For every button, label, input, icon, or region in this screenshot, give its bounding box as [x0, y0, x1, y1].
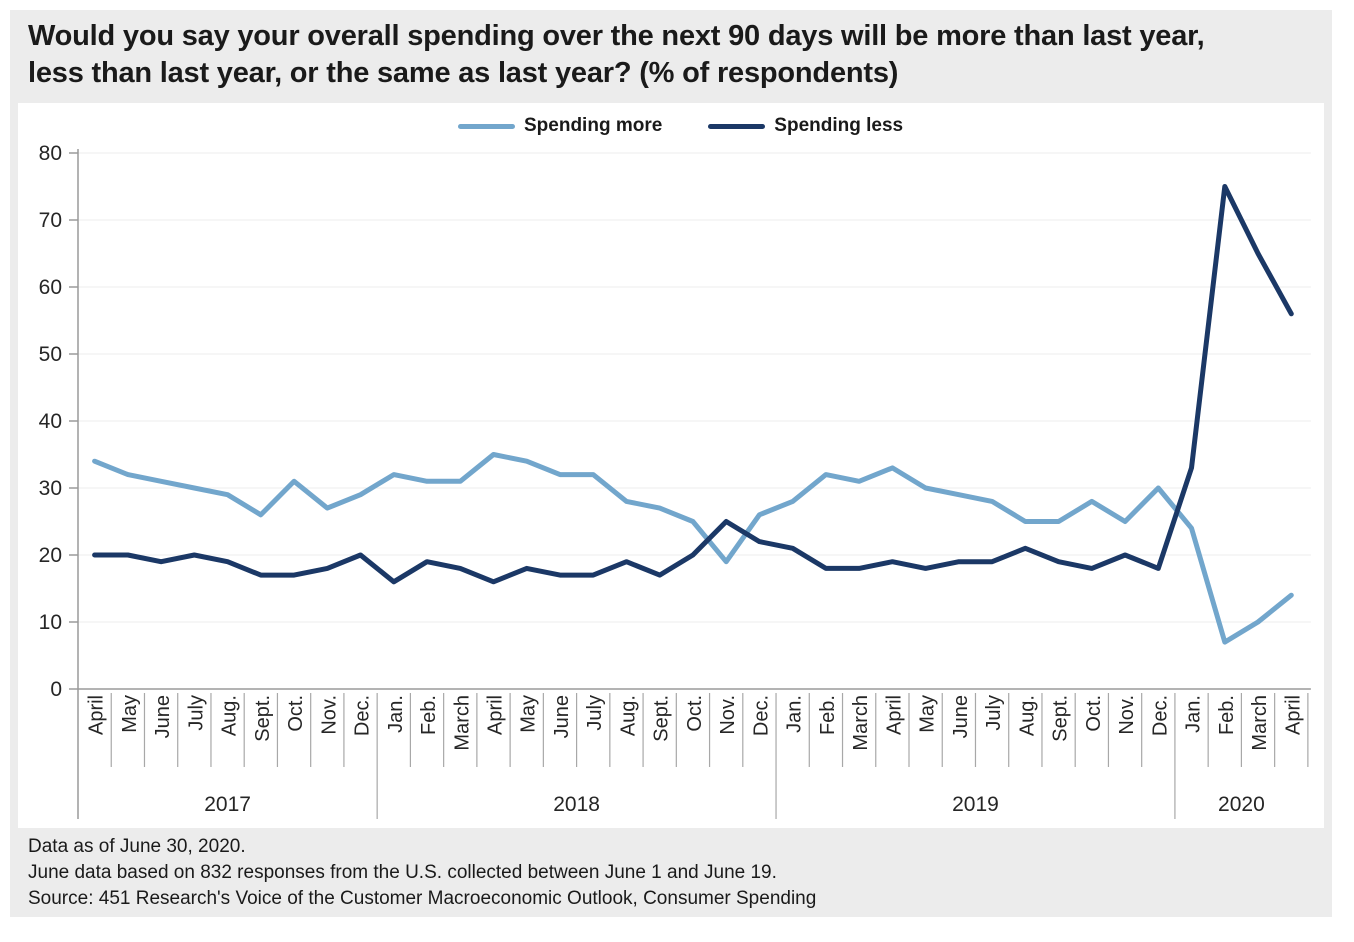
x-axis-month-label: Dec. [750, 695, 772, 736]
x-axis-month-label: Oct. [1083, 695, 1105, 732]
y-axis-label: 0 [50, 678, 62, 701]
x-axis-month-label: Oct. [285, 695, 307, 732]
y-axis-label: 60 [39, 276, 62, 299]
x-axis-month-label: April [883, 695, 905, 735]
legend-label-spending-more: Spending more [524, 115, 663, 136]
x-axis-month-label: March [451, 695, 473, 751]
series-line-spending-less [92, 184, 1294, 585]
x-axis-month-label: Aug. [1016, 695, 1038, 736]
x-axis-month-label: April [86, 695, 108, 735]
x-axis-month-label: May [119, 695, 141, 733]
chart-panel: Spending more Spending less 0 10 20 30 40 50 6… [18, 103, 1324, 828]
x-axis-month-label: Nov. [1116, 695, 1138, 735]
x-axis-month-label: Jan. [385, 695, 407, 733]
y-axis-label: 20 [39, 544, 62, 567]
y-axis-label: 10 [39, 611, 62, 634]
x-axis-month-label: Aug. [617, 695, 639, 736]
x-axis-month-label: June [551, 695, 573, 738]
x-axis-month-label: April [485, 695, 507, 735]
x-axis-month-label: July [983, 695, 1005, 731]
x-axis-year-label-2019: 2019 [952, 793, 999, 816]
x-axis-month-label: Jan. [784, 695, 806, 733]
x-axis-month-label: Sept. [1050, 695, 1072, 742]
legend-swatch-spending-less [708, 123, 766, 129]
x-axis-month-label: March [850, 695, 872, 751]
chart-card: Would you say your overall spending over… [10, 10, 1332, 917]
x-axis-month-label: May [518, 695, 540, 733]
x-axis-month-label: Nov. [318, 695, 340, 735]
x-axis-month-label: July [185, 695, 207, 731]
chart-title: Would you say your overall spending over… [28, 20, 1205, 89]
y-axis-label: 70 [39, 209, 62, 232]
line-chart-svg: 0 10 20 30 40 50 60 70 80 April May June July Aug. Sep… [39, 142, 1311, 819]
y-axis-label: 40 [39, 410, 62, 433]
x-axis-month-label: March [1249, 695, 1271, 751]
footer-line-data-as-of: Data as of June 30, 2020. [28, 836, 246, 857]
x-axis-month-label: Sept. [651, 695, 673, 742]
x-axis-month-label: Dec. [352, 695, 374, 736]
x-axis-month-label: Sept. [252, 695, 274, 742]
legend: Spending more Spending less [458, 115, 903, 137]
x-axis-month-label: July [584, 695, 606, 731]
x-axis-month-label: May [917, 695, 939, 733]
legend-label-spending-less: Spending less [774, 115, 904, 136]
legend-swatch-spending-more [458, 123, 515, 129]
x-axis-year-label-2018: 2018 [553, 793, 600, 816]
y-axis-label: 50 [39, 343, 62, 366]
footer-line-source: Source: 451 Research's Voice of the Cust… [28, 888, 817, 909]
x-axis-month-label: Feb. [418, 695, 440, 735]
footer-line-methodology: June data based on 832 responses from th… [28, 862, 777, 883]
y-axis-label: 30 [39, 477, 62, 500]
x-axis-month-label: Feb. [1216, 695, 1238, 735]
x-axis-month-label: April [1282, 695, 1304, 735]
x-axis-month-label: Dec. [1149, 695, 1171, 736]
footer: Data as of June 30, 2020. June data base… [28, 834, 816, 912]
legend-item-spending-less: Spending less [708, 115, 903, 137]
x-axis-year-label-2020: 2020 [1218, 793, 1265, 816]
legend-item-spending-more: Spending more [458, 115, 662, 137]
x-axis-month-label: Aug. [219, 695, 241, 736]
y-axis-label: 80 [39, 142, 62, 165]
series-line-spending-more [92, 452, 1294, 645]
x-axis-month-label: June [950, 695, 972, 738]
x-axis-month-label: Feb. [817, 695, 839, 735]
x-axis-month-label: Jan. [1183, 695, 1205, 733]
x-axis-month-label: Oct. [684, 695, 706, 732]
x-axis-month-label: Nov. [717, 695, 739, 735]
x-axis-year-label-2017: 2017 [204, 793, 251, 816]
x-axis-month-label: June [152, 695, 174, 738]
